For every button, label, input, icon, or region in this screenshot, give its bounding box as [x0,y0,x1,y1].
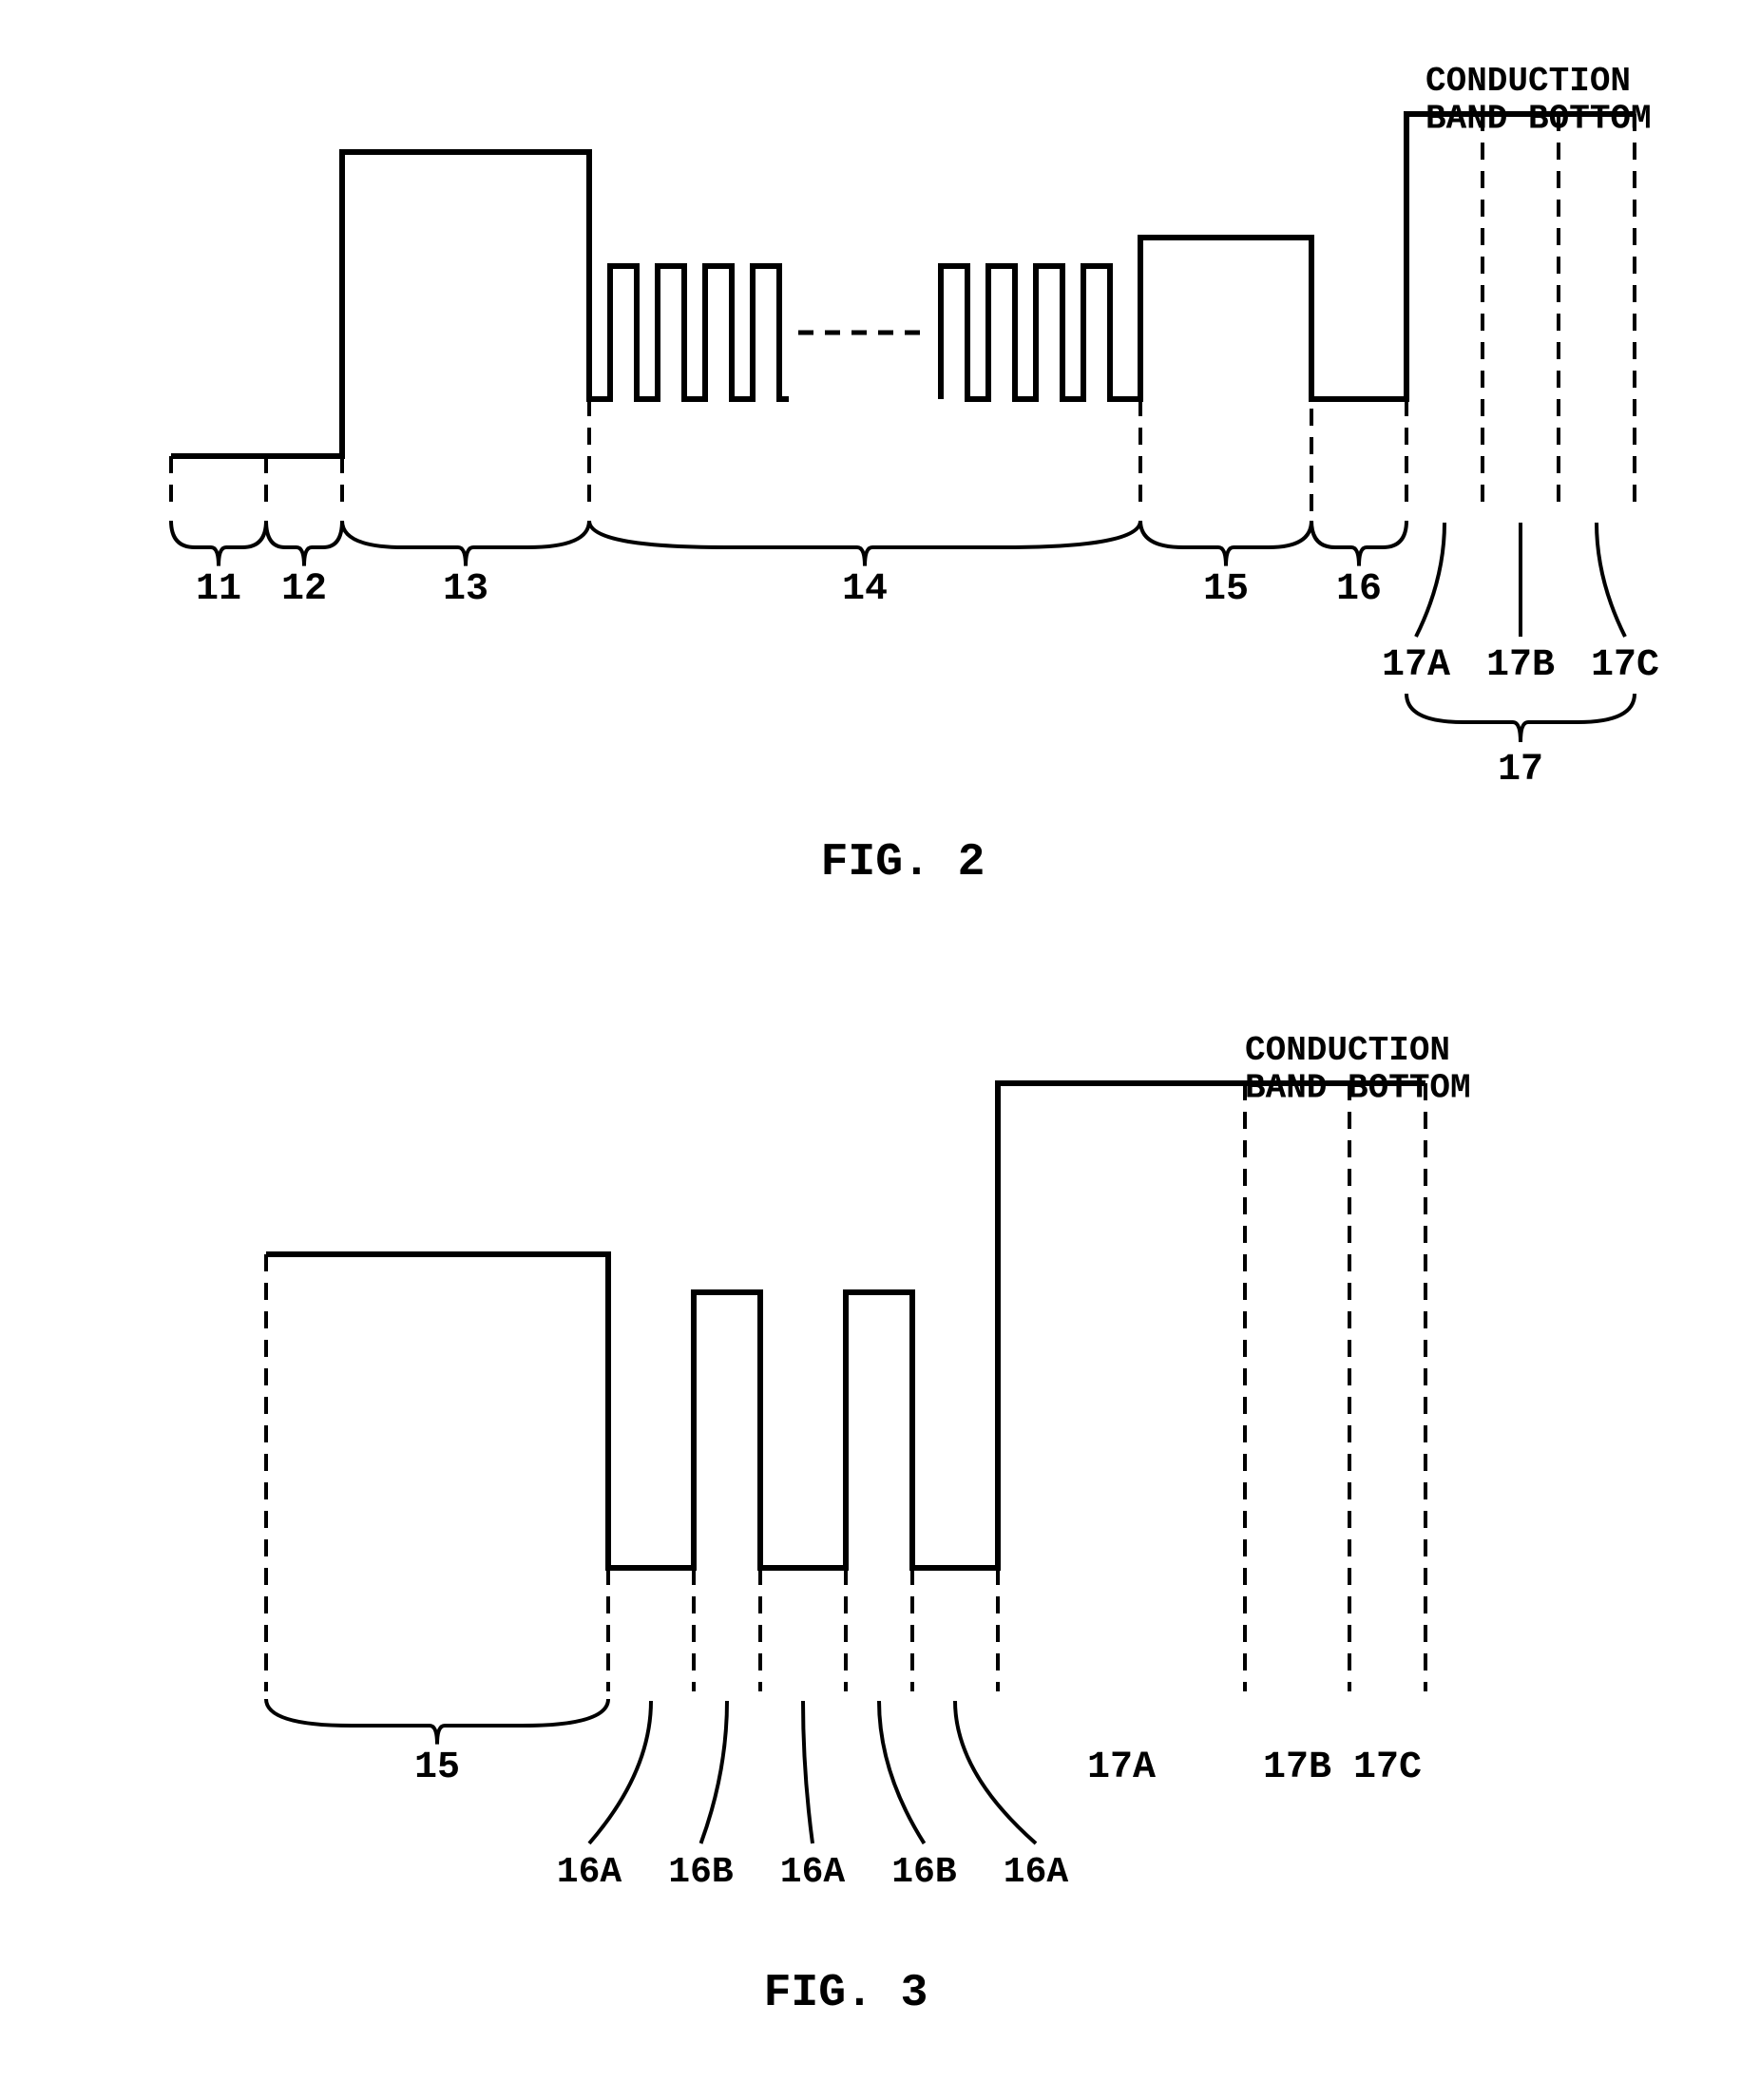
label-11: 11 [196,568,241,611]
figure-3: CONDUCTIONBAND BOTTOM 15 16A 16B 16A 16B 16A 17… [266,1031,1471,2019]
leader-line [879,1701,925,1843]
label-16B-1: 16B [668,1852,733,1893]
band-profile-right [941,114,1635,399]
label-17B: 17B [1263,1747,1331,1789]
figure-2-caption: FIG. 2 [821,837,985,888]
band-profile-left [171,152,789,456]
figure-2: CONDUCTIONBAND BOTTOM 11 12 13 14 15 1617A 17B 1… [171,62,1659,888]
brace-label-16 [1311,521,1406,566]
leader-line [1416,523,1444,637]
label-17C: 17C [1353,1747,1422,1789]
label-15: 15 [414,1747,460,1789]
label-14: 14 [842,568,888,611]
brace-17 [1406,694,1635,742]
leader-line [701,1701,728,1843]
band-profile [266,1083,1425,1568]
leader-line [1597,523,1625,637]
leader-line [803,1701,813,1843]
label-17C: 17C [1591,644,1659,687]
brace-label-15 [1140,521,1311,566]
label-17A: 17A [1087,1747,1156,1789]
brace-label-13 [342,521,589,566]
label-16: 16 [1336,568,1382,611]
label-17B: 17B [1486,644,1555,687]
leader-line [955,1701,1036,1843]
conduction-band-label: CONDUCTIONBAND BOTTOM [1425,62,1652,139]
label-13: 13 [443,568,488,611]
label-16B-2: 16B [891,1852,956,1893]
brace-15 [266,1699,608,1745]
label-17A: 17A [1382,644,1450,687]
brace-label-11 [171,521,266,566]
label-16A-3: 16A [1004,1852,1069,1893]
figure-3-caption: FIG. 3 [764,1968,928,2019]
label-15: 15 [1203,568,1249,611]
brace-label-12 [266,521,342,566]
brace-label-14 [589,521,1140,566]
label-12: 12 [281,568,327,611]
label-16A-1: 16A [557,1852,622,1893]
label-16A-2: 16A [780,1852,846,1893]
leader-line [589,1701,651,1843]
conduction-band-label: CONDUCTIONBAND BOTTOM [1245,1031,1471,1108]
label-17: 17 [1498,749,1543,792]
